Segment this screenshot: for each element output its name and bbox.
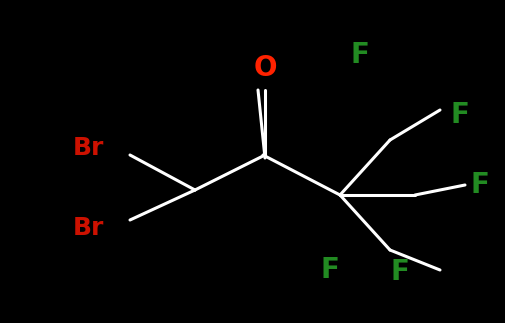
Text: O: O xyxy=(252,54,276,82)
Text: Br: Br xyxy=(72,136,104,160)
Text: F: F xyxy=(320,256,339,284)
Text: F: F xyxy=(390,258,409,286)
Text: Br: Br xyxy=(72,216,104,240)
Text: F: F xyxy=(449,101,469,129)
Text: F: F xyxy=(350,41,369,69)
Text: F: F xyxy=(470,171,488,199)
